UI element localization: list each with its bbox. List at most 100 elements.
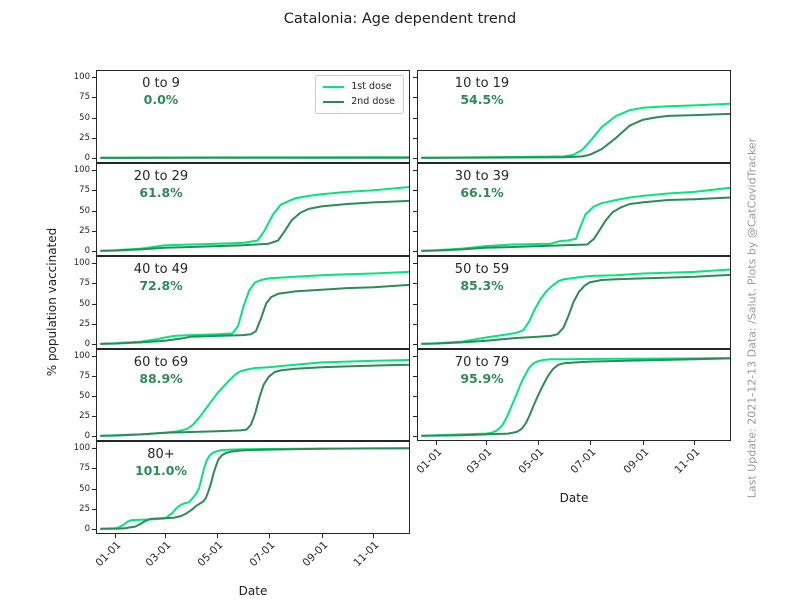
2nd-dose-line-swatch (323, 100, 345, 103)
panel-80: 80+ 101.0% (96, 441, 410, 534)
y-tick (92, 304, 96, 305)
y-tick (92, 138, 96, 139)
second-dose-line (421, 273, 730, 345)
x-tick-label: 05-01 (195, 539, 226, 570)
y-tick (92, 118, 96, 119)
second-dose-line (100, 363, 409, 437)
y-tick (92, 468, 96, 469)
y-tick-label: 25 (79, 411, 90, 421)
coverage-pct-label: 101.0% (134, 463, 188, 478)
coverage-pct-label: 95.9% (460, 371, 504, 386)
y-tick-label: 75 (79, 185, 90, 195)
y-tick-label: 0 (84, 339, 90, 349)
y-tick (413, 77, 417, 78)
coverage-pct-label: 0.0% (143, 92, 179, 107)
x-tick-label: 05-01 (516, 446, 547, 477)
y-tick (413, 263, 417, 264)
x-tick-label: 07-01 (247, 539, 278, 570)
first-dose-line (421, 102, 730, 159)
y-tick (92, 211, 96, 212)
age-group-label: 60 to 69 (133, 355, 189, 370)
y-tick-label: 100 (73, 443, 90, 453)
y-tick (413, 304, 417, 305)
y-tick (92, 283, 96, 284)
y-tick (413, 138, 417, 139)
y-tick (413, 283, 417, 284)
legend-item-1st-dose: 1st dose (323, 79, 395, 94)
y-tick (92, 509, 96, 510)
x-tick-label: 09-01 (621, 446, 652, 477)
second-dose-line (100, 283, 409, 345)
y-tick (413, 396, 417, 397)
y-tick (92, 436, 96, 437)
y-tick-label: 50 (79, 484, 90, 494)
coverage-pct-label: 54.5% (460, 92, 504, 107)
legend-label: 1st dose (351, 81, 392, 92)
age-group-label: 30 to 39 (454, 169, 510, 184)
y-tick-label: 0 (84, 431, 90, 441)
panel-10-to-19: 10 to 19 54.5% (417, 70, 731, 163)
coverage-pct-label: 66.1% (460, 185, 504, 200)
y-tick (92, 324, 96, 325)
y-tick-label: 100 (73, 72, 90, 82)
y-tick (92, 158, 96, 159)
chart-title: Catalonia: Age dependent trend (283, 11, 517, 27)
age-group-label: 70 to 79 (454, 355, 510, 370)
chart-canvas (100, 270, 409, 345)
x-tick (694, 441, 695, 445)
legend: 1st dose 2nd dose (315, 75, 404, 114)
second-dose-line (100, 447, 409, 530)
second-dose-line (100, 199, 409, 252)
y-tick (413, 170, 417, 171)
y-tick-label: 0 (84, 153, 90, 163)
y-tick-label: 50 (79, 113, 90, 123)
chart-canvas (100, 186, 409, 252)
chart-canvas (100, 156, 409, 159)
y-tick (413, 158, 417, 159)
x-tick (217, 534, 218, 538)
x-tick (538, 441, 539, 445)
y-tick-label: 100 (73, 258, 90, 268)
chart-canvas (421, 102, 730, 159)
y-tick-label: 75 (79, 278, 90, 288)
first-dose-line (421, 268, 730, 345)
y-tick (413, 251, 417, 252)
x-tick (322, 534, 323, 538)
age-group-label: 20 to 29 (133, 169, 189, 184)
x-axis-label-left: Date (238, 584, 268, 598)
x-tick (643, 441, 644, 445)
y-tick (92, 416, 96, 417)
panel-20-to-29: 20 to 29 61.8% (96, 163, 410, 256)
y-tick-label: 0 (84, 524, 90, 534)
x-tick (373, 534, 374, 538)
y-axis-label: % population vaccinated (45, 227, 59, 377)
x-tick (269, 534, 270, 538)
y-tick (413, 97, 417, 98)
watermark-note: Last Update: 2021-12-13 Data: /Salut. Pl… (745, 137, 759, 499)
y-tick-label: 25 (79, 319, 90, 329)
second-dose-line (421, 196, 730, 252)
x-tick-label: 03-01 (464, 446, 495, 477)
age-group-label: 40 to 49 (133, 262, 189, 277)
legend-item-2nd-dose: 2nd dose (323, 94, 395, 109)
y-tick-label: 25 (79, 504, 90, 514)
y-tick (92, 344, 96, 345)
chart-canvas (421, 186, 730, 252)
y-tick (92, 231, 96, 232)
x-tick-label: 11-01 (672, 446, 703, 477)
x-tick (436, 441, 437, 445)
y-tick (92, 396, 96, 397)
y-tick (413, 190, 417, 191)
panel-70-to-79: 70 to 79 95.9% (417, 349, 731, 441)
first-dose-line (100, 270, 409, 345)
age-group-label: 50 to 59 (454, 262, 510, 277)
coverage-pct-label: 72.8% (139, 278, 183, 293)
first-dose-line (421, 357, 730, 437)
x-tick-label: 01-01 (93, 539, 124, 570)
x-axis-label-right: Date (559, 491, 589, 505)
x-tick-label: 07-01 (568, 446, 599, 477)
y-tick-label: 50 (79, 299, 90, 309)
age-group-label: 0 to 9 (142, 76, 180, 91)
y-tick (413, 416, 417, 417)
